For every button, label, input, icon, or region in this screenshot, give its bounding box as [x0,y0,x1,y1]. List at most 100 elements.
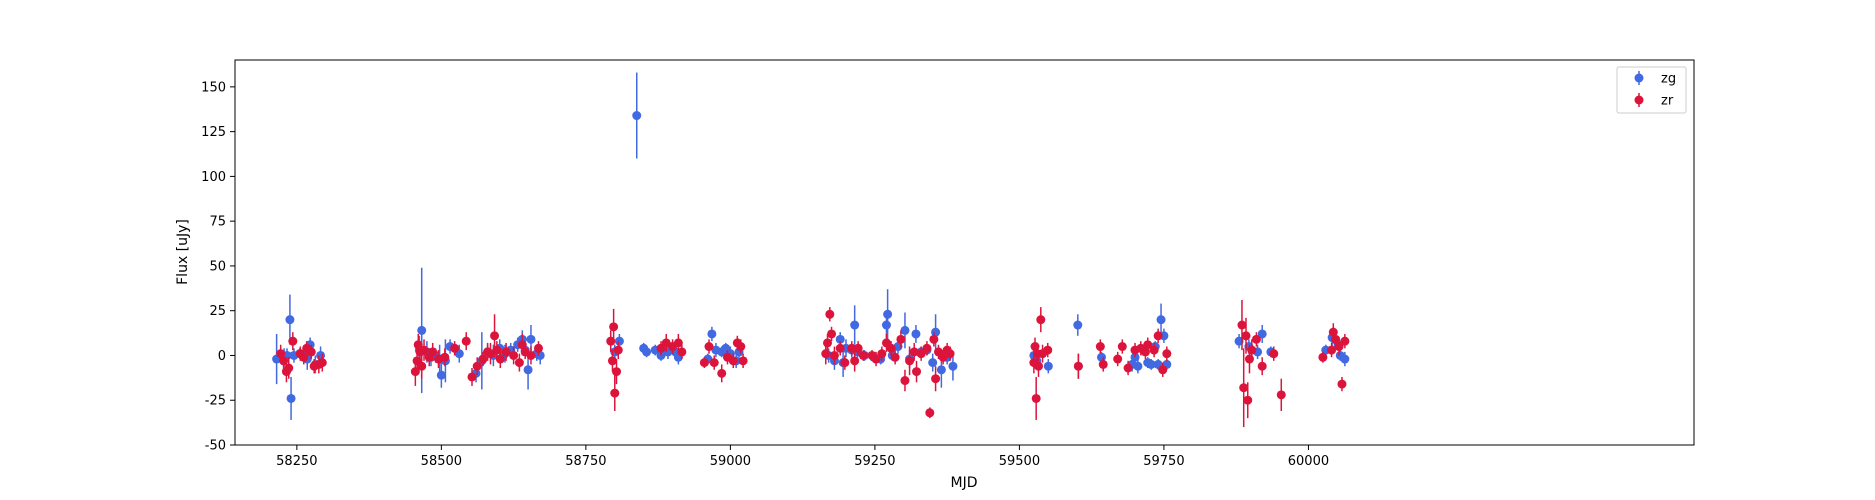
data-point [835,334,845,344]
data-point [1257,329,1267,339]
x-tick-label: 60000 [1288,454,1329,469]
data-point [436,370,446,380]
data-point [419,345,429,355]
data-point [1043,361,1053,371]
data-point [709,358,719,368]
data-point [728,356,738,366]
data-point [1327,345,1337,355]
data-point [1043,345,1053,355]
data-point [948,361,958,371]
data-point [526,334,536,344]
data-point [288,336,298,346]
data-point [1146,359,1156,369]
data-point [1036,315,1046,325]
data-point [1031,393,1041,403]
data-point [417,361,427,371]
data-point [707,329,717,339]
data-point [495,354,505,364]
data-point [886,343,896,353]
data-point [850,320,860,330]
y-tick-label: 100 [201,170,226,185]
data-point [1033,361,1043,371]
data-point [890,352,900,362]
data-point [936,365,946,375]
data-point [609,322,619,332]
data-point [823,338,833,348]
data-point [614,336,624,346]
data-point [871,354,881,364]
data-point [922,343,932,353]
legend: zg zr [1616,66,1687,114]
data-point [467,372,477,382]
data-point [428,347,438,357]
data-point [1123,363,1133,373]
data-point [1337,379,1347,389]
data-point [317,358,327,368]
data-point [929,334,939,344]
data-point [1117,342,1127,352]
data-point [526,350,536,360]
y-tick-label: 125 [201,125,226,140]
data-point [514,358,524,368]
data-point [461,336,471,346]
y-tick-label: 25 [209,304,226,319]
data-point [825,309,835,319]
data-point [1073,361,1083,371]
data-point [1143,340,1153,350]
data-point [607,356,617,366]
data-point [612,367,622,377]
x-axis-label: MJD [951,475,978,491]
y-tick-label: 150 [201,80,226,95]
data-point [909,347,919,357]
data-point [450,343,460,353]
data-point [478,354,488,364]
data-point [1156,315,1166,325]
plot-area [234,59,1695,446]
data-point [523,365,533,375]
data-point [1098,359,1108,369]
data-point [1241,331,1251,341]
data-point [928,358,938,368]
y-tick-label: 0 [218,349,226,364]
data-point [900,376,910,386]
data-point [905,356,915,366]
data-point [417,325,427,335]
data-point [1247,345,1257,355]
data-point [1318,352,1328,362]
data-point [877,349,887,359]
data-point [1153,331,1163,341]
data-point [1073,320,1083,330]
data-point [945,349,955,359]
data-point [492,345,502,355]
data-point [677,347,687,357]
x-tick-label: 59750 [1143,454,1184,469]
data-point [896,334,906,344]
data-point [1340,336,1350,346]
data-point [1133,361,1143,371]
y-tick-label: 50 [209,259,226,274]
data-point [925,408,935,418]
data-point [1113,354,1123,364]
data-point [1095,342,1105,352]
data-point [1269,349,1279,359]
data-point [912,367,922,377]
data-point [699,358,709,368]
data-point [738,356,748,366]
data-point [1244,354,1254,364]
data-point [632,111,642,121]
legend-marker [1634,73,1644,83]
data-point [911,329,921,339]
data-point [610,388,620,398]
y-axis: -50 -25 0 25 50 75 100 125 150 [201,80,235,454]
data-point [1237,320,1247,330]
data-point [285,315,295,325]
data-point [1251,334,1261,344]
data-point [900,325,910,335]
data-point [850,356,860,366]
data-point [509,350,519,360]
data-point [1334,342,1344,352]
data-point [881,320,891,330]
data-point [472,361,482,371]
data-point [1331,334,1341,344]
data-point [1257,361,1267,371]
